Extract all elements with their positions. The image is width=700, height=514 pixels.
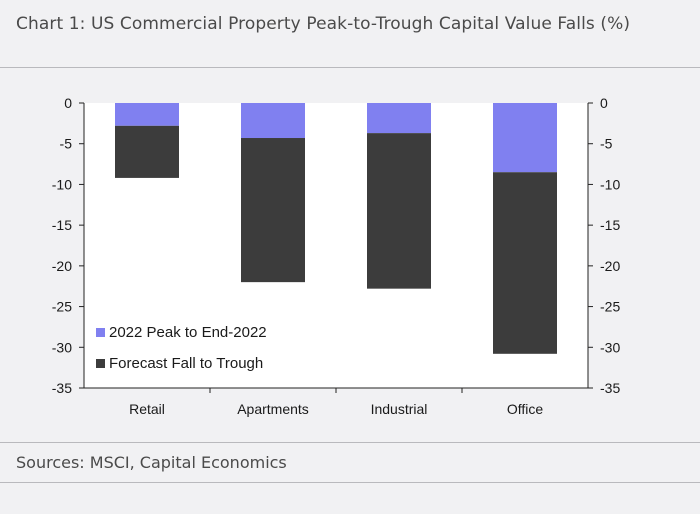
chart-title: Chart 1: US Commercial Property Peak-to-… (16, 14, 631, 34)
y-tick-label-left: -25 (52, 299, 72, 315)
y-tick-label-right: -30 (600, 339, 620, 355)
y-tick-label-right: -10 (600, 176, 620, 192)
y-tick-label-left: -35 (52, 380, 72, 396)
legend-label: Forecast Fall to Trough (109, 355, 263, 372)
x-tick-label: Industrial (371, 401, 428, 417)
y-tick-label-right: 0 (600, 95, 608, 111)
y-tick-label-left: 0 (64, 95, 72, 111)
y-tick-label-right: -20 (600, 258, 620, 274)
sources-note: Sources: MSCI, Capital Economics (16, 453, 287, 472)
top-divider (0, 67, 700, 68)
y-tick-label-left: -15 (52, 217, 72, 233)
y-tick-label-left: -30 (52, 339, 72, 355)
chart-area: 0 0 -5 -5 -10 -10 -15 -15 -20 -20 -25 -25 -30 -30 -35 -… (0, 68, 700, 442)
y-tick-label-right: -15 (600, 217, 620, 233)
bar-2022-peak-to-end (115, 103, 179, 126)
bar-2022-peak-to-end (241, 103, 305, 139)
bar-forecast-fall-to-trough (115, 125, 179, 178)
x-tick-label: Apartments (237, 401, 309, 417)
y-tick-label-right: -5 (600, 136, 613, 152)
x-tick-label: Retail (129, 401, 165, 417)
y-tick-label-right: -25 (600, 299, 620, 315)
bar-chart: 0 0 -5 -5 -10 -10 -15 -15 -20 -20 -25 -25 -30 -30 -35 -… (52, 95, 621, 417)
y-tick-label-left: -10 (52, 176, 72, 192)
y-tick-label-left: -20 (52, 258, 72, 274)
bar-forecast-fall-to-trough (493, 172, 557, 354)
legend-swatch (96, 359, 105, 368)
bar-forecast-fall-to-trough (367, 133, 431, 289)
bar-forecast-fall-to-trough (241, 138, 305, 283)
bar-2022-peak-to-end (367, 103, 431, 134)
bottom-divider (0, 482, 700, 483)
bar-2022-peak-to-end (493, 103, 557, 173)
middle-divider (0, 442, 700, 443)
y-tick-label-right: -35 (600, 380, 620, 396)
legend-swatch (96, 328, 105, 337)
x-tick-label: Office (507, 401, 544, 417)
y-tick-label-left: -5 (60, 136, 73, 152)
legend-label: 2022 Peak to End-2022 (109, 324, 267, 341)
